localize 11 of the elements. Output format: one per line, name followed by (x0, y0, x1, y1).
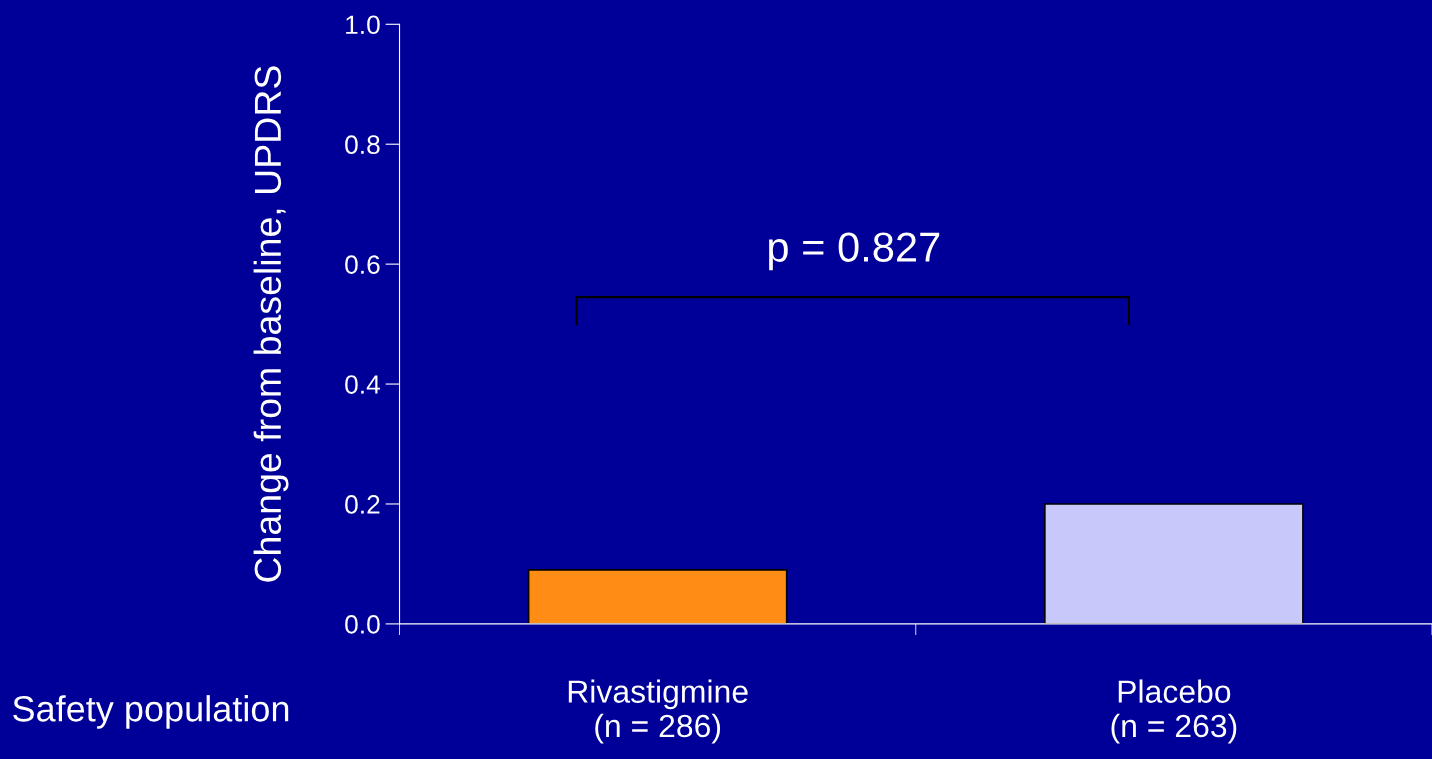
text: Safety population (13, 695, 289, 729)
y-tick-label: 0.0 (345, 615, 380, 634)
y-axis-title: Change from baseline, UPDRS (253, 66, 289, 582)
annotation: p = 0.827 (769, 232, 940, 271)
y-tick-label: 1.0 (346, 15, 380, 35)
y-tick-label: 0.6 (345, 255, 380, 274)
x-tick-label: Rivastigmine (n = 286) (568, 679, 748, 744)
y-tick-label: 0.8 (345, 135, 380, 155)
y-tick-label: 0.2 (345, 495, 380, 514)
x-tick-label: Placebo (n = 263) (1111, 679, 1237, 744)
y-tick-label: 0.4 (345, 375, 381, 394)
